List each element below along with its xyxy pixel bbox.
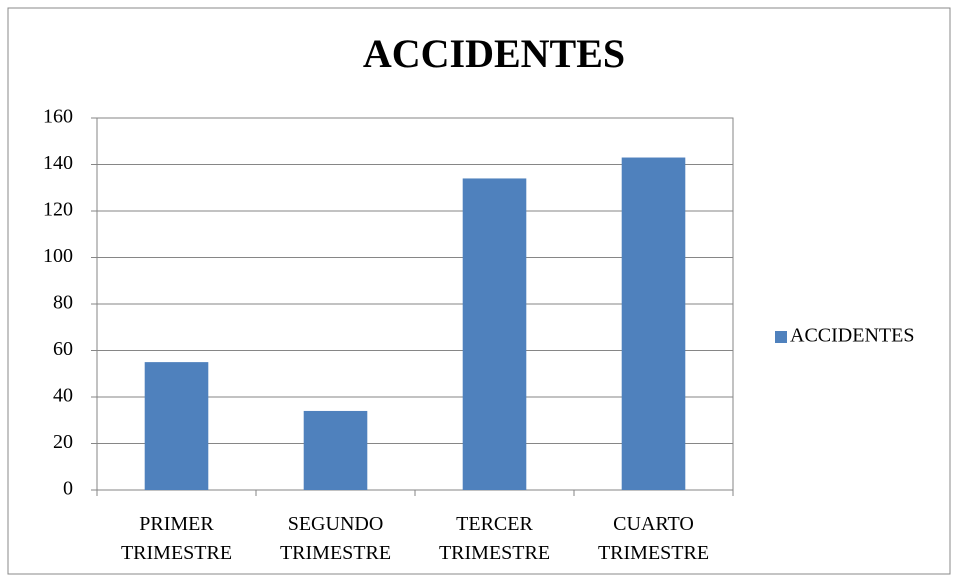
y-tick-label: 120 <box>43 199 73 221</box>
x-tick-label: SEGUNDO TRIMESTRE <box>279 513 392 564</box>
legend-swatch <box>775 331 787 343</box>
bar <box>144 362 209 490</box>
x-tick-label: TERCER TRIMESTRE <box>438 513 551 564</box>
y-tick-label: 140 <box>43 152 73 174</box>
x-tick-label-box: CUARTO TRIMESTRE <box>597 513 710 564</box>
y-tick-label: 80 <box>53 292 73 314</box>
chart-title: ACCIDENTES <box>363 31 625 76</box>
bar <box>621 157 686 490</box>
y-tick-label: 100 <box>43 245 73 267</box>
x-tick-label-box: TERCER TRIMESTRE <box>438 513 551 564</box>
x-tick-label: CUARTO TRIMESTRE <box>597 513 710 564</box>
x-tick-label-box: PRIMER TRIMESTRE <box>120 513 233 564</box>
y-tick-label: 60 <box>53 338 73 360</box>
bar <box>462 178 527 490</box>
x-tick-label-box: SEGUNDO TRIMESTRE <box>279 513 392 564</box>
y-tick-label: 40 <box>53 385 73 407</box>
legend-label: ACCIDENTES <box>790 325 914 347</box>
y-tick-label: 0 <box>63 478 73 500</box>
bar <box>303 410 368 490</box>
y-tick-label: 160 <box>43 106 73 128</box>
y-tick-label: 20 <box>53 431 73 453</box>
x-tick-label: PRIMER TRIMESTRE <box>120 513 233 564</box>
